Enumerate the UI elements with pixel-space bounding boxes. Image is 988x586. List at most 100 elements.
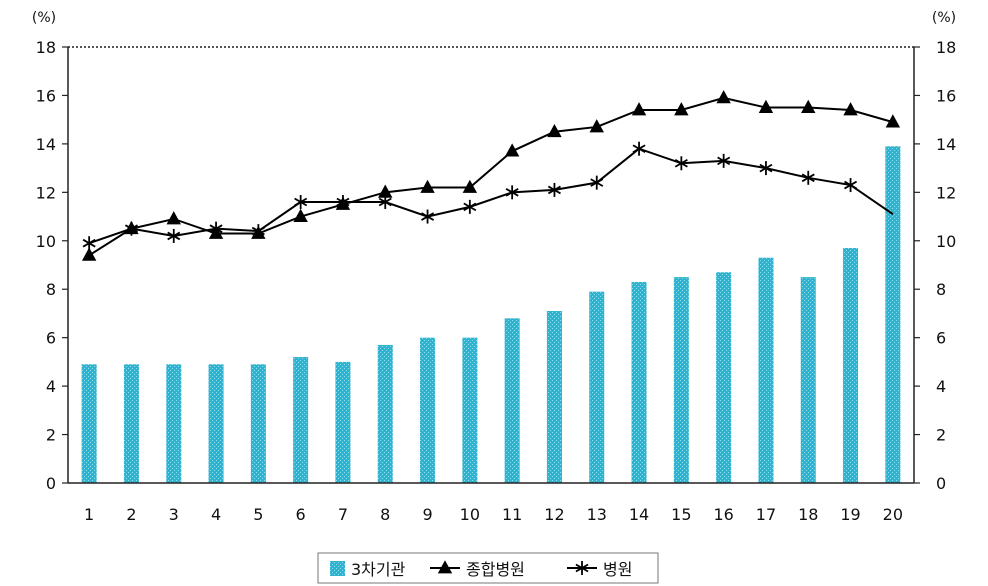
triangle-marker-11 — [504, 143, 520, 157]
x-tick-label: 9 — [422, 505, 432, 524]
bar-9 — [420, 337, 436, 483]
right-y-tick-label: 18 — [936, 38, 956, 57]
triangle-marker-10 — [462, 179, 478, 193]
right-y-tick-label: 16 — [936, 86, 956, 105]
right-y-tick-label: 10 — [936, 232, 956, 251]
asterisk-stroke — [378, 197, 392, 207]
triangle-marker-18 — [801, 99, 816, 113]
x-tick-label: 5 — [253, 505, 263, 524]
asterisk-marker-17 — [759, 161, 773, 176]
bar-8 — [377, 344, 393, 483]
triangle-marker-13 — [589, 119, 604, 133]
triangle-marker-8 — [378, 184, 393, 198]
asterisk-marker-18 — [801, 170, 815, 185]
asterisk-stroke — [336, 197, 350, 207]
bar-16 — [716, 272, 732, 483]
asterisk-stroke — [590, 178, 604, 187]
x-tick-label: 11 — [502, 505, 522, 524]
asterisk-stroke — [801, 173, 815, 183]
asterisk-marker-5 — [251, 224, 265, 239]
x-tick-label: 19 — [840, 505, 860, 524]
asterisk-marker-4 — [209, 221, 223, 236]
bar-1 — [81, 364, 97, 483]
asterisk-marker-16 — [717, 153, 731, 168]
right-y-tick-label: 8 — [936, 280, 946, 299]
x-tick-label: 6 — [296, 505, 306, 524]
triangle-marker-17 — [758, 99, 774, 113]
asterisk-marker-9 — [421, 209, 435, 224]
left-y-tick-label: 14 — [36, 135, 56, 154]
right-y-tick-label: 6 — [936, 329, 946, 348]
right-y-tick-label: 14 — [936, 135, 956, 154]
left-y-tick-label: 4 — [46, 377, 56, 396]
x-tick-label: 13 — [587, 505, 607, 524]
right-y-tick-label: 4 — [936, 377, 946, 396]
asterisk-stroke — [167, 231, 181, 241]
asterisk-marker-11 — [505, 185, 519, 200]
asterisk-marker-6 — [294, 195, 308, 210]
asterisk-marker-19 — [844, 178, 858, 193]
bar-10 — [462, 337, 478, 483]
x-tick-label: 4 — [211, 505, 221, 524]
bar-17 — [758, 257, 774, 483]
asterisk-marker-10 — [463, 199, 477, 214]
asterisk-marker-8 — [378, 195, 392, 210]
bar-15 — [673, 277, 689, 483]
triangle-marker-6 — [293, 208, 308, 222]
bars-layer — [81, 146, 901, 484]
right-y-tick-label: 12 — [936, 183, 956, 202]
bar-19 — [843, 248, 859, 483]
legend-swatch-bar — [330, 561, 345, 576]
asterisk-marker-15 — [674, 156, 688, 171]
triangle-marker-20 — [885, 114, 901, 128]
x-tick-label: 16 — [713, 505, 733, 524]
triangle-marker-9 — [420, 179, 435, 193]
right-y-unit-label: (%) — [932, 10, 956, 26]
x-tick-label: 17 — [756, 505, 776, 524]
lines-layer — [81, 90, 901, 261]
bar-20 — [885, 146, 901, 484]
asterisk-stroke — [674, 158, 688, 168]
plot-frame — [67, 46, 915, 484]
legend-label-triangle: 종합병원 — [466, 560, 525, 579]
bar-3 — [166, 364, 182, 483]
bar-6 — [293, 357, 309, 483]
right-y-tick-label: 0 — [936, 474, 946, 493]
bar-4 — [208, 364, 224, 483]
bar-5 — [250, 364, 266, 483]
left-y-tick-label: 18 — [36, 38, 56, 57]
bar-11 — [504, 318, 520, 483]
asterisk-marker-3 — [167, 228, 181, 243]
asterisk-stroke — [844, 180, 858, 190]
triangle-marker-14 — [631, 102, 647, 116]
asterisk-stroke — [294, 197, 308, 207]
x-tick-label: 14 — [629, 505, 649, 524]
asterisk-stroke — [251, 226, 265, 236]
legend-label-asterisk: 병원 — [603, 560, 632, 579]
asterisk-marker-2 — [124, 221, 138, 236]
x-tick-label: 12 — [544, 505, 564, 524]
asterisk-stroke — [547, 185, 561, 195]
left-y-tick-label: 6 — [46, 329, 56, 348]
asterisk-marker-12 — [547, 182, 561, 197]
triangle-marker-12 — [547, 123, 562, 138]
asterisk-stroke — [82, 238, 96, 248]
triangle-marker-15 — [674, 102, 689, 116]
legend-label-bar: 3차기관 — [351, 560, 406, 579]
asterisk-marker-1 — [82, 236, 96, 251]
x-tick-label: 10 — [460, 505, 480, 524]
asterisk-marker-13 — [590, 175, 604, 190]
asterisk-stroke — [421, 212, 435, 221]
left-y-tick-label: 10 — [36, 232, 56, 251]
legend-box — [317, 552, 659, 584]
left-y-unit-label: (%) — [32, 10, 56, 26]
asterisk-stroke — [124, 224, 138, 233]
triangle-marker-16 — [716, 90, 731, 104]
asterisk-stroke — [209, 224, 223, 233]
triangle-marker-3 — [166, 211, 181, 225]
asterisk-stroke — [463, 202, 477, 212]
bar-18 — [800, 277, 816, 483]
